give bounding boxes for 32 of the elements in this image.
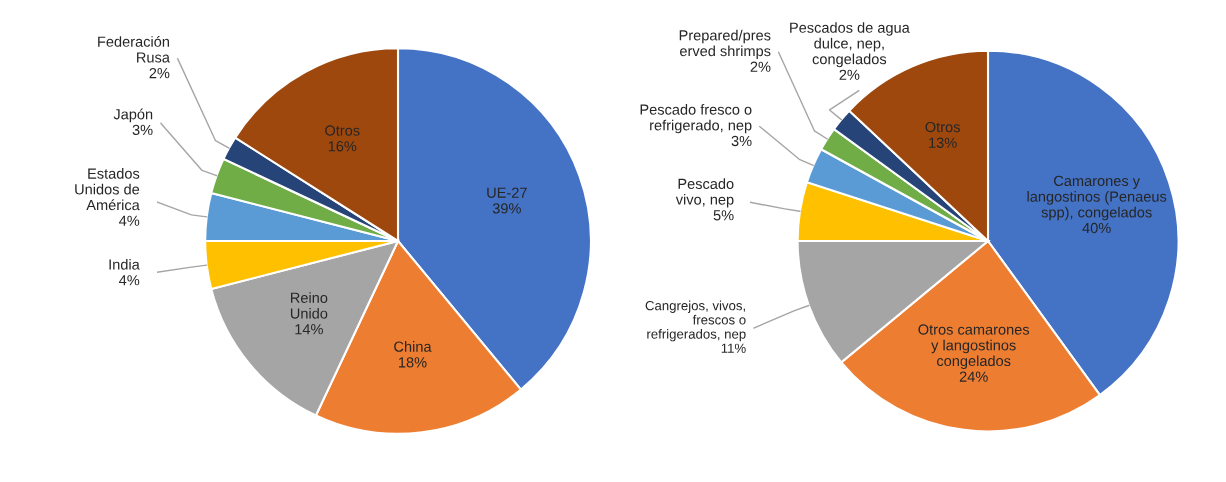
slice-label: Otros (325, 125, 360, 136)
slice-label: Federación Rusa (98, 35, 170, 63)
data-label: 40% (1082, 222, 1111, 234)
slice-label: Japón (113, 108, 153, 123)
data-label: 5% (713, 210, 734, 221)
slice-label: Cangrejos, vivos, frescos o refrigerados, nep (645, 300, 746, 342)
data-label: 2% (750, 61, 771, 72)
data-label: 18% (399, 357, 427, 368)
slice-label: India (109, 258, 140, 270)
slice-label: Estados Unidos de América (75, 168, 140, 211)
data-label: 2% (839, 69, 860, 80)
data-label: 16% (328, 141, 357, 152)
slice-label: Otros (925, 121, 960, 133)
data-label: 24% (959, 371, 988, 382)
slice-label: Camarones y langostinos (Penaeus spp), congelados (1027, 175, 1167, 221)
slice-label: UE-27 (487, 187, 527, 198)
data-label: 4% (119, 215, 140, 226)
data-label: 13% (929, 137, 957, 148)
data-label: 3% (731, 135, 752, 147)
slice-label: China (394, 341, 432, 352)
data-label: 4% (119, 275, 140, 286)
data-label: 2% (149, 67, 170, 79)
data-label: 3% (132, 124, 153, 136)
data-label: 11% (721, 343, 746, 353)
slice-label: Otros camarones y langostinos congelados (918, 324, 1030, 369)
slice-label: Pescado fresco o refrigerado, nep (640, 104, 752, 134)
slice-label: Reino Unido (290, 292, 328, 319)
slice-label: Pescados de agua dulce, nep, congelados (790, 22, 910, 68)
data-label: 14% (295, 324, 323, 335)
slice-label: Pescado vivo, nep (675, 178, 734, 208)
data-label: 39% (492, 203, 521, 214)
slice-label: Prepared/pres erved shrimps (679, 29, 771, 60)
